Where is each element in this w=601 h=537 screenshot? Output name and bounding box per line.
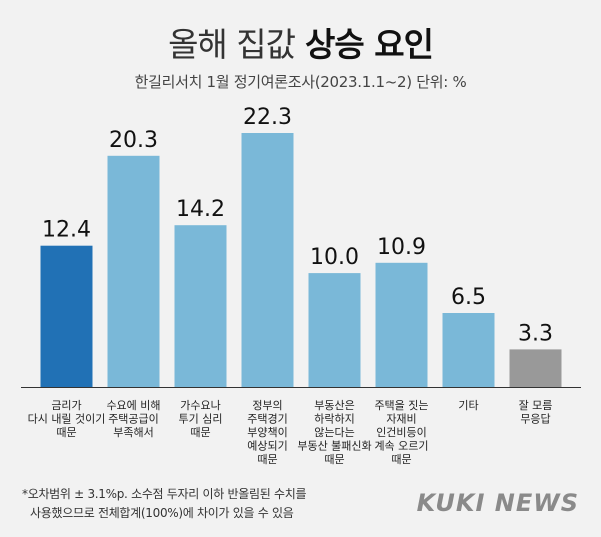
category-label-5-4: 때문: [391, 453, 411, 466]
category-label-5-3: 계속 오르기: [374, 440, 428, 453]
category-label-0-2: 때문: [56, 426, 76, 439]
bar-4: [308, 273, 361, 387]
category-label-2-0: 가수요나: [180, 399, 220, 412]
title-bold: 상승 요인: [305, 25, 434, 64]
category-label-3-4: 때문: [257, 453, 277, 466]
category-label-3-2: 부양책이: [247, 426, 287, 439]
category-label-6-0: 기타: [458, 399, 478, 412]
category-label-0-0: 금리가: [51, 399, 81, 412]
footnote-line-2: 사용했으므로 전체합계(100%)에 차이가 있을 수 있음: [30, 506, 294, 520]
value-label-6: 6.5: [451, 285, 486, 310]
category-label-4-1: 하락하지: [314, 412, 354, 426]
footnote-line-1: *오차범위 ± 3.1%p. 소수점 두자리 이하 반올림된 수치를: [22, 487, 307, 501]
category-label-2-1: 투기 심리: [179, 413, 223, 426]
category-label-5-1: 자재비: [386, 413, 416, 426]
value-label-7: 3.3: [518, 321, 553, 346]
chart-title: 올해 집값 상승 요인: [0, 18, 601, 66]
category-label-1-2: 부족해서: [113, 425, 153, 439]
category-label-2-2: 때문: [190, 426, 210, 439]
title-light: 올해 집값: [168, 25, 296, 64]
category-label-3-3: 예상되기: [247, 440, 287, 453]
chart-subtitle: 한길리서치 1월 정기여론조사(2023.1.1~2) 단위: %: [134, 73, 467, 91]
category-label-1-0: 수요에 비해: [106, 398, 160, 412]
footnote: *오차범위 ± 3.1%p. 소수점 두자리 이하 반올림된 수치를 사용했으므…: [22, 485, 362, 523]
category-label-4-2: 않는다는: [314, 426, 354, 439]
category-label-4-4: 때문: [324, 453, 344, 466]
value-label-1: 20.3: [109, 128, 158, 153]
bar-6: [442, 313, 495, 387]
category-label-3-0: 정부의: [252, 399, 282, 412]
category-label-7-1: 무응답: [520, 413, 550, 426]
category-label-4-0: 부동산은: [314, 399, 354, 412]
bar-0: [40, 245, 93, 387]
bar-2: [174, 225, 227, 387]
category-label-0-1: 다시 내릴 것이기: [28, 413, 106, 426]
value-label-0: 12.4: [42, 218, 91, 243]
kuki-news-logo: KUKI NEWS: [416, 489, 579, 517]
bar-3: [241, 133, 294, 387]
bar-1: [107, 155, 160, 387]
category-label-5-2: 인건비등이: [376, 426, 427, 439]
category-label-3-1: 주택경기: [247, 413, 287, 426]
category-label-7-0: 잘 모름: [519, 399, 553, 412]
category-label-1-1: 주택공급이: [108, 413, 159, 426]
value-label-2: 14.2: [176, 197, 225, 222]
category-label-4-3: 부동산 불패신화: [297, 440, 371, 453]
category-label-5-0: 주택을 짓는: [374, 399, 428, 412]
value-label-4: 10.0: [310, 245, 359, 270]
bar-7: [509, 349, 562, 387]
value-label-5: 10.9: [377, 235, 426, 260]
value-label-3: 22.3: [243, 105, 292, 130]
bar-5: [375, 262, 428, 387]
